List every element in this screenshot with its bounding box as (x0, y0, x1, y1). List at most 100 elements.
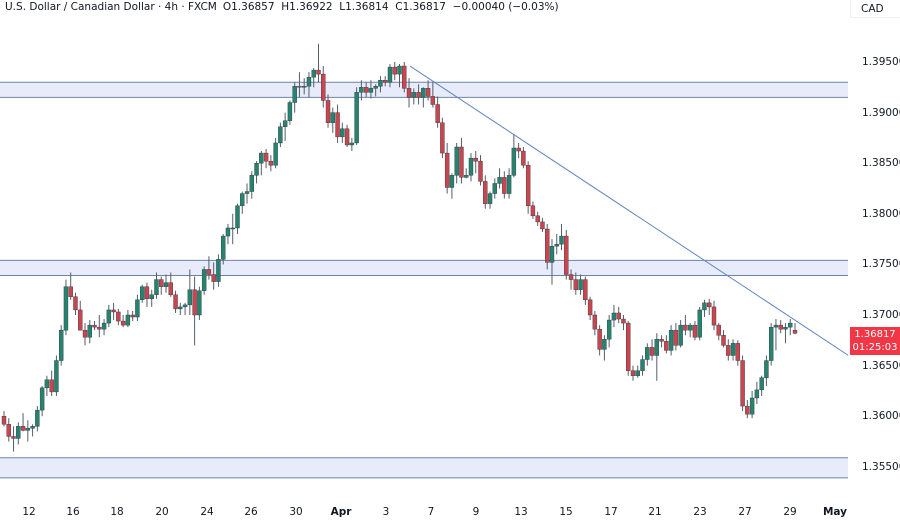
bearish-candle (383, 80, 388, 83)
bullish-candle (468, 157, 474, 176)
bullish-candle (759, 377, 764, 391)
bearish-candle (530, 205, 536, 217)
time-tick: 21 (648, 506, 662, 518)
currency-label[interactable]: CAD (850, 0, 900, 18)
bullish-candle (687, 324, 693, 331)
bullish-candle (278, 126, 283, 144)
mid-zone (0, 260, 848, 276)
bearish-candle (78, 309, 83, 331)
bullish-candle (125, 314, 131, 326)
symbol-title: U.S. Dollar / Canadian Dollar · 4h · FXC… (5, 1, 217, 13)
time-tick: 17 (604, 506, 618, 518)
bullish-candle (497, 177, 502, 184)
bullish-candle (63, 286, 69, 331)
bullish-candle (282, 120, 288, 127)
price-tick: 1.39000 (862, 106, 900, 119)
symbol-legend: U.S. Dollar / Canadian Dollar · 4h · FXC… (5, 1, 559, 13)
bearish-candle (478, 160, 483, 182)
price-tick: 1.37500 (862, 258, 900, 271)
bullish-candle (187, 289, 193, 306)
bullish-candle (368, 88, 374, 93)
time-tick: 13 (514, 506, 528, 518)
bearish-candle (20, 426, 26, 431)
bearish-candle (297, 86, 302, 88)
bullish-candle (340, 128, 345, 138)
time-tick: May (822, 506, 848, 518)
bullish-candle (301, 86, 307, 88)
bullish-candle (378, 80, 383, 87)
bullish-candle (178, 306, 183, 310)
time-tick: 16 (66, 506, 80, 518)
time-tick: 29 (783, 506, 797, 518)
bullish-candle (330, 112, 335, 123)
bearish-candle (459, 146, 464, 178)
bearish-candle (616, 312, 621, 320)
bearish-candle (592, 314, 598, 330)
bullish-candle (645, 347, 650, 360)
bullish-candle (411, 92, 416, 98)
candlestick-plot[interactable] (0, 0, 848, 506)
bullish-candle (387, 66, 393, 83)
bullish-candle (449, 175, 455, 188)
price-tick: 1.39500 (862, 56, 900, 68)
bearish-candle (535, 215, 540, 223)
bearish-candle (144, 286, 150, 300)
bullish-candle (39, 387, 45, 411)
bullish-candle (373, 86, 378, 89)
bullish-candle (273, 142, 278, 166)
bullish-candle (235, 205, 240, 229)
bearish-candle (6, 424, 11, 437)
bearish-candle (573, 279, 579, 290)
bullish-candle (259, 152, 264, 164)
bullish-candle (287, 102, 293, 121)
bullish-candle (25, 428, 31, 431)
bullish-candle (788, 322, 793, 328)
bullish-candle (54, 360, 59, 393)
bullish-candle (749, 397, 755, 415)
bullish-candle (511, 147, 517, 176)
time-tick: 27 (738, 506, 752, 518)
low-value: 1.36814 (345, 1, 389, 13)
bullish-candle (578, 279, 583, 290)
bearish-candle (430, 96, 436, 105)
bearish-candle (321, 73, 326, 101)
bearish-candle (626, 322, 631, 371)
bullish-candle (240, 193, 245, 206)
bullish-candle (359, 87, 364, 93)
bar-countdown: 01:25:03 (852, 342, 898, 353)
bearish-candle (545, 228, 550, 263)
bearish-candle (92, 324, 97, 328)
bullish-candle (101, 322, 107, 330)
price-axis[interactable]: 1.39500 1.39000 1.38500 1.38000 1.37500 1.370… (848, 0, 900, 522)
time-tick: 26 (244, 506, 258, 518)
bullish-candle (678, 324, 683, 346)
time-axis[interactable]: 12 16 18 20 24 26 30 Apr 3 7 9 13 15 17 21 23 27 29 May (0, 506, 848, 522)
bearish-candle (597, 328, 602, 350)
ohlc-values: O1.36857 H1.36922 L1.36814 C1.36817 −0.0… (222, 1, 559, 13)
bearish-candle (664, 341, 669, 351)
bearish-candle (583, 279, 588, 301)
bullish-candle (254, 162, 259, 176)
bearish-candle (325, 100, 331, 123)
bullish-candle (182, 304, 188, 308)
bullish-candle (216, 259, 221, 282)
bearish-candle (130, 314, 135, 318)
bearish-candle (649, 347, 655, 356)
bullish-candle (201, 269, 207, 291)
bullish-candle (454, 146, 459, 176)
bearish-candle (521, 150, 526, 166)
bullish-candle (135, 299, 140, 318)
bullish-candle (554, 243, 559, 247)
bearish-candle (659, 339, 664, 342)
price-tick: 1.35500 (862, 460, 900, 473)
bullish-candle (549, 245, 555, 263)
close-value: 1.36817 (402, 1, 446, 13)
bearish-candle (745, 405, 750, 415)
bullish-candle (149, 294, 154, 300)
bearish-candle (440, 122, 445, 154)
bearish-candle (211, 274, 216, 282)
bearish-candle (568, 274, 574, 280)
bearish-candle (740, 360, 745, 407)
time-tick: 12 (22, 506, 36, 518)
